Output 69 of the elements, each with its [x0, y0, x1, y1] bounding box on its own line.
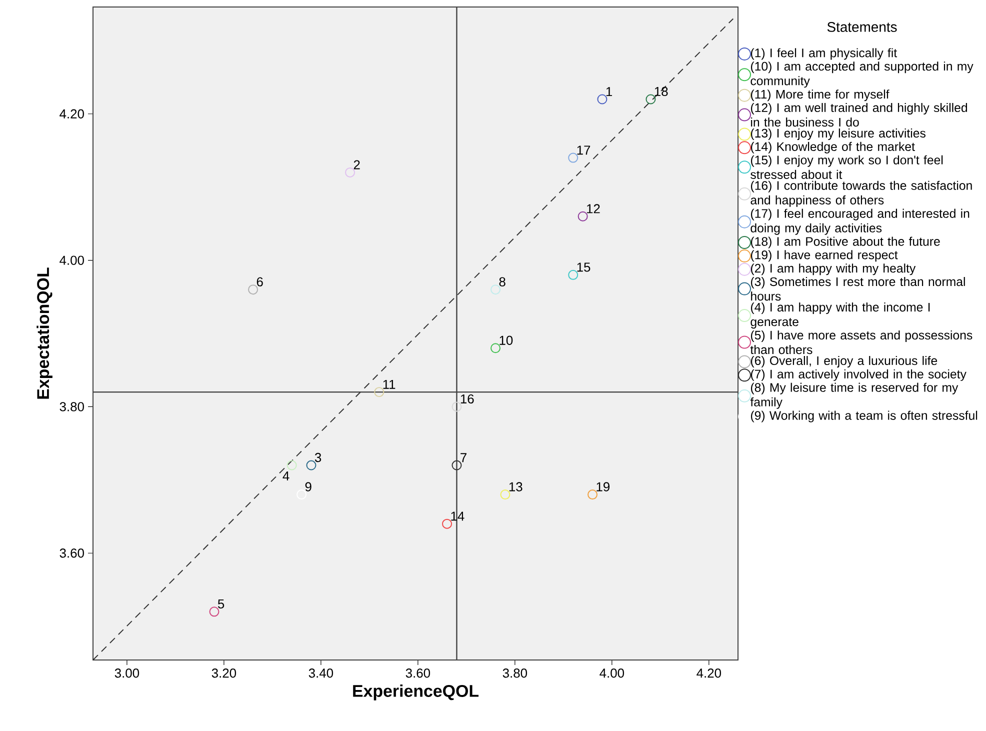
y-tick-label: 3.80	[60, 402, 84, 412]
x-tick-label: 4.20	[696, 668, 722, 678]
legend-label: (18) I am Positive about the future	[750, 236, 940, 248]
x-tick-label: 3.80	[502, 668, 528, 678]
annotation: 12	[587, 204, 600, 214]
legend-label: (15) I enjoy my work so I don't feel stressed about it	[750, 155, 943, 179]
point	[588, 490, 598, 500]
legend-label: (14) Knowledge of the market	[750, 142, 915, 154]
point	[646, 94, 656, 104]
point	[568, 270, 578, 280]
x-tick-label: 3.60	[406, 668, 430, 678]
annotation: 8	[499, 277, 506, 286]
point	[490, 343, 501, 354]
annotation: 1	[606, 87, 612, 96]
y-tick-label: 3.60	[60, 548, 84, 558]
annotation: 9	[305, 482, 312, 492]
point	[345, 167, 356, 178]
legend-label: (17) I feel encouraged and interested in doing my daily activities	[750, 208, 970, 235]
point	[442, 518, 452, 529]
annotation: 7	[460, 453, 466, 462]
legend-label: (6) Overall, I enjoy a luxurious life	[750, 356, 938, 368]
point	[209, 606, 220, 617]
annotation: 15	[577, 262, 590, 272]
annotation: 3	[314, 452, 322, 462]
x-tick-label: 4.00	[600, 668, 624, 678]
point	[500, 490, 510, 500]
point	[452, 460, 462, 470]
legend-label: (4) I am happy with the income I generate	[750, 302, 930, 329]
point	[490, 284, 501, 295]
legend-label: (7) I am actively involved in the society	[750, 369, 966, 381]
annotation: 10	[500, 336, 513, 345]
annotation: 11	[383, 380, 396, 389]
point	[248, 284, 258, 295]
annotation: 19	[596, 482, 610, 492]
annotation: 18	[654, 86, 668, 96]
point	[597, 94, 608, 104]
x-axis-title: ExperienceQOL	[353, 684, 479, 700]
legend-title: Statements	[827, 22, 897, 32]
legend-label: (19) I have earned respect	[750, 250, 898, 262]
annotation: 6	[256, 277, 263, 286]
y-tick-label: 4.20	[60, 109, 84, 118]
legend-label: (11) More time for myself	[750, 90, 890, 102]
point	[286, 460, 297, 470]
annotation: 17	[577, 146, 590, 155]
legend-label: (1) I feel I am physically fit	[750, 48, 898, 60]
legend-label: (2) I am happy with my healty	[750, 264, 916, 276]
point	[452, 402, 462, 412]
annotation: 5	[218, 599, 224, 608]
x-tick-label: 3.00	[114, 668, 140, 678]
legend-label: (10) I am accepted and supported in my community	[750, 62, 974, 88]
point	[306, 460, 316, 470]
y-axis-title: ExpectationQOL	[36, 268, 52, 399]
x-tick-label: 3.40	[308, 668, 334, 678]
point	[578, 211, 588, 222]
y-tick-label: 4.00	[60, 256, 84, 265]
point	[374, 387, 384, 398]
annotation: 2	[354, 160, 360, 170]
annotation: 4	[282, 471, 290, 480]
legend-label: (16) I contribute towards the satisfaction and happiness of others	[750, 180, 972, 207]
annotation: 16	[460, 394, 474, 404]
legend-label: (9) Working with a team is often stressful	[750, 410, 978, 422]
x-tick-label: 3.20	[212, 668, 236, 678]
legend-label: (8) My leisure time is reserved for my family	[750, 382, 958, 409]
legend-label: (5) I have more assets and possessions than others	[750, 330, 972, 354]
legend-label: (13) I enjoy my leisure activities	[750, 128, 926, 140]
legend-label: (12) I am well trained and highly skilled in the business I do	[750, 102, 968, 127]
annotation: 13	[509, 482, 522, 492]
legend-label: (3) Sometimes I rest more than normal hours	[750, 276, 965, 301]
point	[568, 152, 578, 163]
